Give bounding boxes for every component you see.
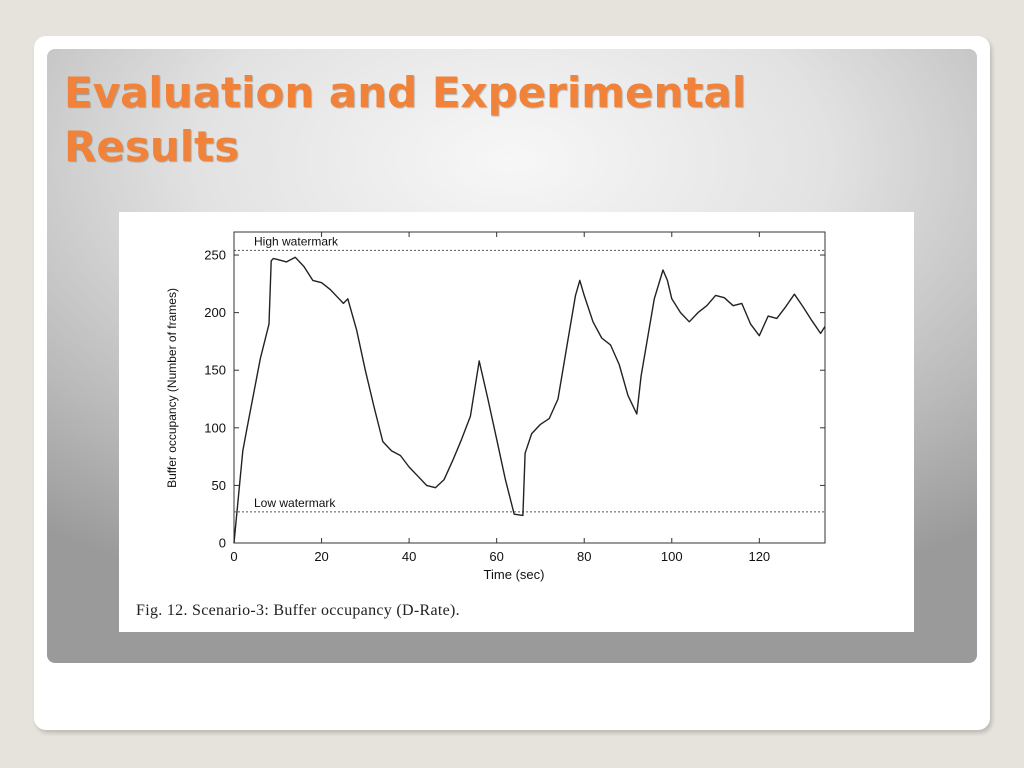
y-tick-label: 250 xyxy=(204,248,226,263)
x-axis-label: Time (sec) xyxy=(484,567,545,582)
y-tick-label: 50 xyxy=(212,478,226,493)
x-axis-ticks: 0 20 40 60 80 100 120 xyxy=(230,232,770,564)
chart-figure: 0 50 100 150 200 250 0 20 40 60 80 100 120 High wat… xyxy=(119,212,914,632)
figure-caption: Fig. 12. Scenario-3: Buffer occupancy (D… xyxy=(136,602,460,619)
x-tick-label: 0 xyxy=(230,549,237,564)
reference-line-label: Low watermark xyxy=(254,496,336,510)
x-tick-label: 40 xyxy=(402,549,416,564)
y-axis-ticks: 0 50 100 150 200 250 xyxy=(204,248,825,551)
slide-title: Evaluation and Experimental Results xyxy=(64,68,747,171)
y-tick-label: 100 xyxy=(204,420,226,435)
buffer-occupancy-chart: 0 50 100 150 200 250 0 20 40 60 80 100 120 High wat… xyxy=(165,231,826,582)
y-tick-label: 0 xyxy=(219,536,226,551)
y-tick-label: 200 xyxy=(204,305,226,320)
plot-frame xyxy=(233,231,826,544)
y-tick-label: 150 xyxy=(204,363,226,378)
x-tick-label: 100 xyxy=(661,549,683,564)
x-tick-label: 120 xyxy=(748,549,770,564)
y-axis-label: Buffer occupancy (Number of frames) xyxy=(165,288,179,488)
reference-line-label: High watermark xyxy=(254,234,339,248)
x-tick-label: 80 xyxy=(577,549,591,564)
x-tick-label: 60 xyxy=(489,549,503,564)
x-tick-label: 20 xyxy=(314,549,328,564)
buffer-occupancy-line xyxy=(233,256,826,544)
reference-lines: High watermark Low watermark xyxy=(234,234,825,513)
